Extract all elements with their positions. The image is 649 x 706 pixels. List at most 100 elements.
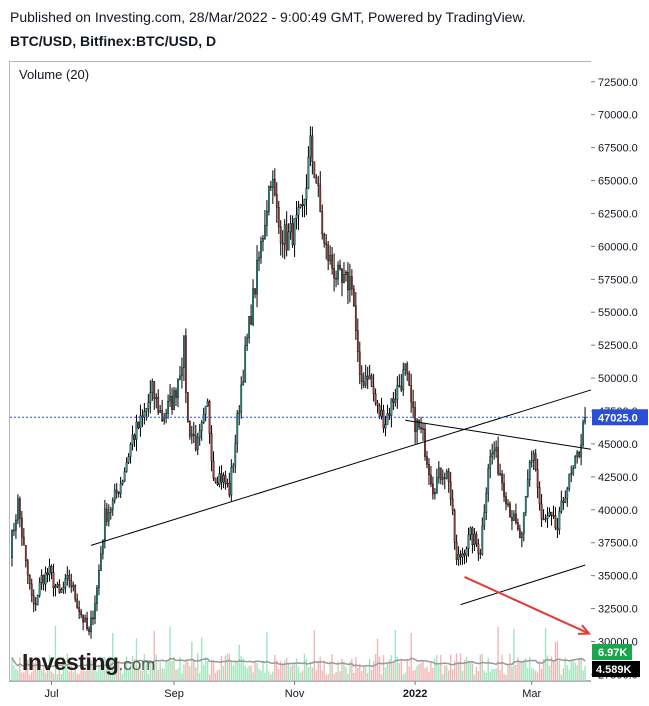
y-tick-label: 72500.0 bbox=[598, 77, 638, 89]
candle-up bbox=[183, 335, 185, 369]
volume-bar bbox=[357, 667, 359, 681]
candle-up bbox=[465, 548, 468, 556]
volume-bar bbox=[34, 658, 37, 681]
volume-bar bbox=[256, 662, 258, 681]
volume-bar bbox=[84, 671, 86, 681]
candle-down bbox=[406, 363, 409, 374]
candle-up bbox=[232, 464, 235, 468]
volume-bar bbox=[517, 657, 519, 681]
volume-bar bbox=[214, 673, 217, 681]
candle-up bbox=[572, 468, 575, 474]
candle-up bbox=[283, 224, 286, 245]
candle-down bbox=[212, 460, 215, 479]
candle-up bbox=[309, 135, 312, 158]
volume-bar bbox=[404, 672, 406, 681]
candle-down bbox=[86, 617, 88, 630]
candle-up bbox=[390, 398, 393, 416]
volume-bar bbox=[523, 660, 525, 681]
candle-down bbox=[105, 508, 108, 522]
candle-up bbox=[483, 512, 486, 527]
candle-down bbox=[339, 264, 341, 270]
candle-up bbox=[580, 444, 583, 457]
candle-up bbox=[416, 419, 418, 432]
volume-bar bbox=[108, 666, 110, 681]
candle-up bbox=[196, 437, 199, 450]
candle-up bbox=[155, 396, 158, 400]
volume-bar bbox=[339, 671, 341, 681]
volume-bar bbox=[212, 660, 215, 681]
candle-up bbox=[129, 444, 132, 457]
volume-bar bbox=[117, 661, 120, 681]
x-tick-label: 2022 bbox=[403, 688, 427, 700]
volume-bar bbox=[48, 655, 51, 681]
volume-bar bbox=[36, 661, 39, 681]
volume-bar bbox=[266, 632, 268, 681]
candle-down bbox=[459, 554, 462, 558]
candle-up bbox=[522, 512, 525, 535]
volume-bar bbox=[396, 657, 399, 681]
volume-bar bbox=[56, 674, 59, 681]
volume-bar bbox=[189, 666, 191, 681]
candle-down bbox=[552, 515, 555, 517]
candle-up bbox=[54, 586, 57, 589]
candle-down bbox=[273, 178, 276, 195]
candle-up bbox=[473, 533, 476, 546]
volume-bar bbox=[197, 653, 199, 681]
volume-bar bbox=[521, 662, 523, 681]
volume-bar bbox=[363, 666, 365, 681]
candle-down bbox=[24, 545, 27, 562]
candle-up bbox=[364, 375, 367, 386]
volume-bar bbox=[274, 654, 276, 681]
candle-up bbox=[248, 316, 251, 339]
candle-up bbox=[236, 413, 239, 444]
volume-bar bbox=[309, 661, 312, 681]
volume-bar bbox=[408, 666, 410, 681]
volume-bar bbox=[410, 633, 412, 681]
candle-up bbox=[60, 589, 63, 593]
candle-down bbox=[68, 574, 71, 581]
volume-bar bbox=[137, 668, 140, 681]
candle-down bbox=[515, 513, 517, 523]
volume-bar bbox=[11, 657, 13, 681]
candle-up bbox=[574, 456, 577, 469]
volume-bar bbox=[278, 668, 280, 681]
candle-up bbox=[507, 503, 509, 506]
candle-down bbox=[216, 482, 219, 485]
volume-bar bbox=[321, 670, 323, 681]
candle-down bbox=[516, 522, 519, 530]
volume-bar bbox=[68, 671, 70, 681]
volume-bar bbox=[202, 664, 205, 681]
candle-up bbox=[173, 390, 175, 410]
candle-up bbox=[56, 584, 59, 587]
last-price-label: 47025.0 bbox=[598, 412, 638, 424]
volume-bar bbox=[412, 670, 414, 681]
candle-down bbox=[26, 560, 29, 576]
candle-up bbox=[396, 385, 399, 400]
volume-bar bbox=[414, 669, 416, 681]
candle-down bbox=[153, 381, 156, 400]
candle-down bbox=[392, 398, 395, 403]
candle-up bbox=[297, 207, 300, 216]
logo-suffix: .com bbox=[118, 655, 156, 674]
volume-bar bbox=[538, 661, 541, 681]
candle-up bbox=[343, 274, 345, 283]
candle-down bbox=[540, 503, 543, 520]
candle-down bbox=[412, 401, 415, 408]
volume-bar bbox=[333, 673, 335, 681]
volume-bar bbox=[206, 661, 209, 681]
volume-bar bbox=[317, 661, 319, 681]
candle-down bbox=[388, 413, 391, 416]
candle-up bbox=[532, 453, 535, 462]
volume-average-badge bbox=[592, 661, 640, 677]
candle-down bbox=[453, 510, 456, 543]
volume-bar bbox=[572, 660, 574, 681]
volume-bar bbox=[584, 665, 586, 681]
candle-up bbox=[337, 264, 339, 280]
candle-up bbox=[169, 395, 171, 402]
candle-up bbox=[165, 413, 168, 419]
candle-down bbox=[331, 254, 334, 269]
volume-bar bbox=[216, 670, 219, 681]
volume-bar bbox=[173, 656, 175, 681]
candle-up bbox=[94, 603, 96, 619]
